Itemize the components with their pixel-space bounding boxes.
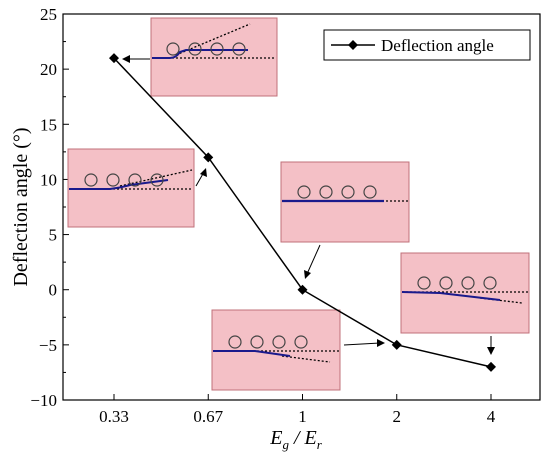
y-tick-label: 20	[40, 60, 57, 79]
y-tick-label: 5	[49, 226, 58, 245]
arrowhead-0-67	[200, 168, 207, 177]
inset-arrow-1	[306, 244, 321, 275]
arrowhead-2	[377, 339, 385, 347]
arrowhead-0-33	[122, 55, 130, 63]
legend: Deflection angle	[323, 29, 531, 61]
data-point-marker	[109, 53, 119, 64]
y-tick-label: 10	[40, 170, 57, 189]
arrowhead-1	[304, 270, 311, 279]
y-axis-title: Deflection angle (°)	[10, 127, 32, 286]
y-tick-label: 15	[40, 115, 57, 134]
inset-schematic-4	[400, 252, 530, 334]
y-tick-label: −10	[30, 391, 57, 410]
x-tick-label: 0.33	[99, 407, 129, 426]
arrowhead-4	[487, 347, 495, 355]
inset-schematic-0-33	[150, 17, 278, 97]
x-axis-title-sub-r: r	[317, 437, 323, 452]
y-axis: 25 20 15 10 5 0 −5 −10	[30, 5, 69, 410]
y-tick-label: 25	[40, 5, 57, 24]
data-point-marker	[486, 361, 496, 372]
x-tick-label: 2	[393, 407, 402, 426]
x-tick-label: 0.67	[193, 407, 223, 426]
series-markers	[109, 53, 496, 372]
x-axis-title: Eg / Er	[269, 427, 323, 452]
data-point-marker	[203, 152, 214, 163]
x-tick-label: 4	[487, 407, 496, 426]
x-axis-title-mid: / E	[289, 427, 317, 449]
y-tick-label: 0	[49, 281, 58, 300]
inset-schematic-0-67	[67, 148, 195, 228]
x-axis: 0.33 0.67 1 2 4	[99, 394, 496, 426]
data-point-marker	[297, 284, 308, 295]
x-axis-title-e1: E	[269, 427, 282, 449]
inset-schematic-1	[280, 161, 410, 243]
x-tick-label: 1	[298, 407, 307, 426]
x-axis-title-sub-g: g	[282, 437, 289, 452]
data-point-marker	[391, 339, 402, 350]
legend-entry-deflection-angle: Deflection angle	[381, 36, 494, 55]
y-tick-label: −5	[39, 336, 57, 355]
inset-schematic-2	[211, 309, 341, 391]
legend-marker-diamond	[348, 40, 358, 50]
inset-arrow-2	[343, 342, 381, 346]
